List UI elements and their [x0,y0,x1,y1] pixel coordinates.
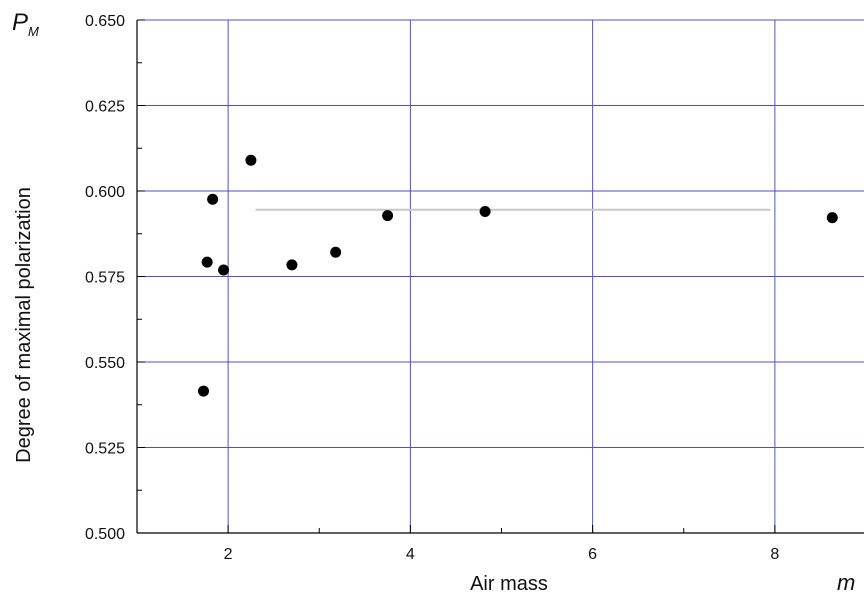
data-point [826,212,838,224]
y-symbol-label: PM [12,9,39,39]
data-point [330,246,342,258]
data-point [198,385,210,397]
y-tick-label: 0.650 [85,13,125,30]
y-tick-label: 0.550 [85,355,125,372]
x-tick-label: 8 [770,546,779,563]
data-points [198,154,838,397]
data-point [382,210,394,222]
grid [137,19,864,533]
y-tick-label: 0.600 [85,184,125,201]
x-tick-label: 4 [406,546,415,563]
y-tick-label: 0.575 [85,270,125,287]
x-symbol-label: m [837,570,855,595]
axes [136,19,864,534]
y-axis-title: Degree of maximal polarization [13,187,35,463]
x-tick-label: 6 [588,546,597,563]
data-point [479,206,491,218]
data-point [245,154,257,166]
data-point [201,256,213,268]
tick-labels: 0.500 0.525 0.550 0.575 0.600 0.625 0.650 2 4 6 8 [85,13,779,563]
data-point [286,259,298,271]
y-tick-label: 0.500 [85,526,125,543]
x-tick-label: 2 [224,546,233,563]
data-point [218,264,230,276]
y-tick-label: 0.525 [85,441,125,458]
data-point [207,193,219,205]
y-tick-label: 0.625 [85,99,125,116]
x-axis-title: Air mass [470,573,548,595]
